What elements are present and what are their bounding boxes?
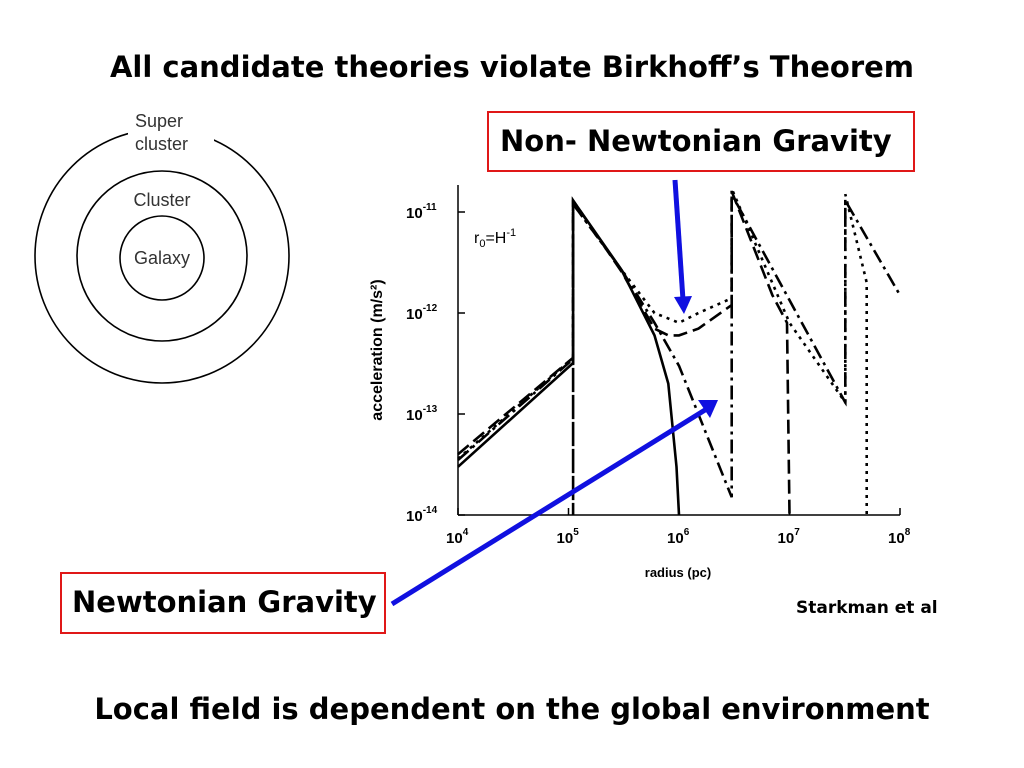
y-tick-label: 10-12 [406,303,438,323]
series-line-dash [457,190,791,516]
supercluster-label-line2: cluster [135,134,188,154]
y-axis-label: acceleration (m/s²) [369,279,386,420]
non-newtonian-arrowhead [674,296,692,314]
annotation-sub: 0 [479,238,485,250]
x-tick-label: 106 [667,527,690,547]
y-tick-label: 10-13 [406,404,438,424]
x-axis-label: radius (pc) [645,565,711,580]
x-tick-label: 108 [888,527,911,547]
cluster-label: Cluster [133,190,190,210]
slide-title: All candidate theories violate Birkhoff’… [109,50,915,84]
y-tick-label: 10-11 [406,202,437,222]
annotation-main: r [474,230,480,247]
ticks-layer: 104 105 106 107 108 10-11 10-12 10-13 10-14 [406,202,911,547]
annotation-sup: -1 [506,227,516,239]
series-line-solid [457,196,681,516]
supercluster-label-line1: Super [135,111,183,131]
cluster-circle [76,170,248,342]
y-tick-label: 10-14 [406,505,438,525]
newtonian-arrow [390,407,707,607]
newtonian-gravity-box: Newtonian Gravity [60,572,386,634]
x-tick-label: 107 [778,527,801,547]
non-newtonian-gravity-box: Non- Newtonian Gravity [487,111,915,172]
acceleration-chart: 104 105 106 107 108 10-11 10-12 10-13 10-14 radi… [369,185,911,580]
annotation-rest: =H [485,230,506,247]
newtonian-arrowhead [698,400,718,418]
x-tick-label: 104 [446,527,469,547]
citation-credit: Starkman et al [796,598,938,618]
slide-footer: Local field is dependent on the global e… [94,692,930,726]
arrows [390,179,718,607]
series-line-dot [457,188,869,515]
nested-circles-diagram: Super cluster Cluster Galaxy [34,111,290,384]
galaxy-label: Galaxy [134,248,190,268]
galaxy-circle [119,215,205,301]
non-newtonian-arrow [672,179,686,301]
x-tick-label: 105 [557,527,580,547]
chart-annotation: r0=H-1 [474,227,516,250]
